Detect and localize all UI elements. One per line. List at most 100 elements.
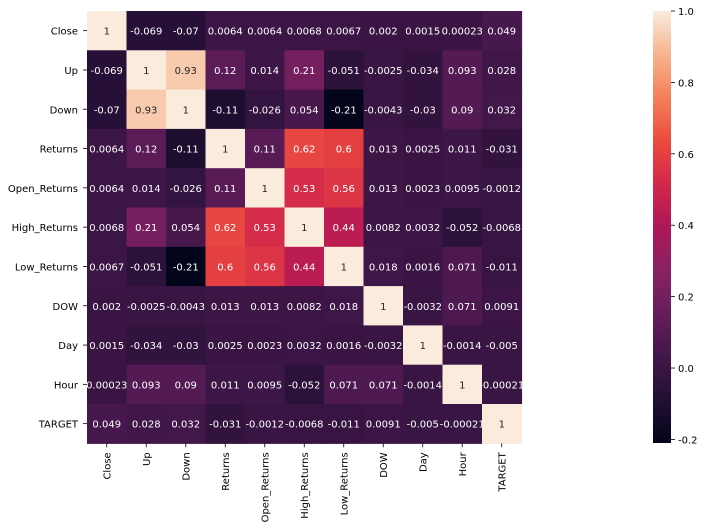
heatmap-cell bbox=[363, 89, 404, 130]
heatmap-cell bbox=[87, 128, 128, 169]
heatmap-cell bbox=[166, 246, 207, 287]
heatmap-cell bbox=[284, 11, 325, 51]
heatmap-cell bbox=[482, 168, 523, 209]
cell-value-label: -0.0043 bbox=[364, 105, 403, 116]
cell-value-label: 0.0095 bbox=[445, 184, 480, 195]
y-tick-label: Close bbox=[51, 27, 78, 38]
heatmap-cell bbox=[205, 89, 246, 130]
heatmap-cell bbox=[363, 286, 404, 326]
heatmap-cell bbox=[363, 207, 404, 248]
heatmap-cell bbox=[442, 404, 483, 444]
cell-value-label: 0.071 bbox=[448, 262, 477, 273]
cell-value-label: 0.62 bbox=[293, 145, 315, 156]
heatmap-cell bbox=[324, 89, 365, 130]
heatmap-cell bbox=[324, 246, 365, 287]
heatmap-cell bbox=[87, 364, 128, 405]
cell-value-label: 0.0064 bbox=[89, 145, 124, 156]
heatmap-cell bbox=[245, 11, 286, 51]
cell-value-label: 0.0067 bbox=[326, 27, 361, 38]
cell-value-label: -0.031 bbox=[209, 420, 241, 431]
cell-value-label: -0.031 bbox=[486, 145, 518, 156]
cell-value-label: 0.12 bbox=[135, 145, 157, 156]
heatmap-cell bbox=[126, 50, 167, 91]
cell-value-label: 0.0016 bbox=[405, 262, 440, 273]
cell-value-label: -0.069 bbox=[91, 66, 123, 77]
heatmap-cell bbox=[482, 286, 523, 326]
heatmap-cell bbox=[482, 50, 523, 91]
x-tick-label: Hour bbox=[458, 451, 469, 476]
cell-value-label: 1 bbox=[262, 184, 268, 195]
cell-value-label: 0.0032 bbox=[405, 223, 440, 234]
heatmap-cell bbox=[284, 168, 325, 209]
heatmap-cell bbox=[442, 207, 483, 248]
heatmap-cell bbox=[442, 364, 483, 405]
x-tick-label: Open_Returns bbox=[261, 452, 272, 522]
cell-value-label: 0.049 bbox=[487, 27, 516, 38]
y-tick-label: Hour bbox=[54, 380, 79, 391]
y-tick-label: Returns bbox=[40, 145, 78, 156]
heatmap-cell bbox=[166, 89, 207, 130]
cell-value-label: 0.049 bbox=[92, 420, 121, 431]
heatmap-cell bbox=[324, 207, 365, 248]
cell-value-label: 0.071 bbox=[448, 302, 477, 313]
colorbar-tick-label: 0.2 bbox=[678, 293, 694, 304]
heatmap-cell bbox=[245, 246, 286, 287]
cell-value-label: -0.005 bbox=[486, 341, 518, 352]
cell-value-label: 0.53 bbox=[254, 223, 276, 234]
colorbar-tick-label: -0.2 bbox=[678, 435, 698, 446]
cell-value-label: 1 bbox=[499, 420, 505, 431]
cell-value-label: 0.6 bbox=[336, 145, 352, 156]
heatmap-cell bbox=[205, 246, 246, 287]
heatmap-cell bbox=[166, 11, 207, 51]
cell-value-label: 0.00023 bbox=[86, 380, 127, 391]
x-tick-label: DOW bbox=[379, 452, 390, 478]
cell-value-label: -0.069 bbox=[130, 27, 162, 38]
heatmap-cell bbox=[403, 246, 444, 287]
heatmap-cell bbox=[482, 364, 523, 405]
cell-value-label: 1 bbox=[420, 341, 426, 352]
heatmap-cell bbox=[284, 50, 325, 91]
y-tick-label: Low_Returns bbox=[15, 262, 78, 273]
cell-value-label: -0.0014 bbox=[403, 380, 442, 391]
heatmap-cell bbox=[324, 325, 365, 366]
cell-value-label: 1 bbox=[104, 27, 110, 38]
cell-value-label: 0.032 bbox=[171, 420, 200, 431]
cell-value-label: 0.53 bbox=[293, 184, 315, 195]
cell-value-label: -0.0012 bbox=[482, 184, 521, 195]
cell-value-label: -0.034 bbox=[407, 66, 439, 77]
heatmap-cell bbox=[403, 128, 444, 169]
heatmap-cell bbox=[442, 89, 483, 130]
cell-value-label: -0.0032 bbox=[364, 341, 403, 352]
cell-value-label: 0.09 bbox=[175, 380, 197, 391]
heatmap-cell bbox=[363, 325, 404, 366]
cell-value-label: 0.0091 bbox=[366, 420, 401, 431]
cell-value-label: -0.07 bbox=[173, 27, 199, 38]
cell-value-label: -0.21 bbox=[173, 262, 199, 273]
cell-value-label: 0.0064 bbox=[247, 27, 282, 38]
heatmap-cell bbox=[324, 286, 365, 326]
cell-value-label: 0.028 bbox=[487, 66, 516, 77]
cell-value-label: 0.071 bbox=[369, 380, 398, 391]
heatmap-cell bbox=[166, 364, 207, 405]
heatmap-cell bbox=[324, 11, 365, 51]
cell-value-label: -0.0014 bbox=[443, 341, 482, 352]
cell-value-label: 0.44 bbox=[293, 262, 315, 273]
cell-value-label: -0.052 bbox=[446, 223, 478, 234]
heatmap-cell bbox=[87, 50, 128, 91]
heatmap-cell bbox=[403, 404, 444, 444]
heatmap-cell bbox=[324, 364, 365, 405]
heatmap-cell bbox=[403, 168, 444, 209]
colorbar-tick-label: 0.0 bbox=[678, 364, 694, 375]
y-tick-label: DOW bbox=[53, 302, 79, 313]
heatmap-cell bbox=[442, 11, 483, 51]
cell-value-label: -0.0025 bbox=[364, 66, 403, 77]
heatmap-cell bbox=[205, 404, 246, 444]
heatmap-cell bbox=[482, 207, 523, 248]
cell-value-label: 0.0025 bbox=[208, 341, 243, 352]
heatmap-cell bbox=[126, 207, 167, 248]
cell-value-label: -0.052 bbox=[288, 380, 320, 391]
cell-value-label: -0.11 bbox=[173, 145, 199, 156]
cell-value-label: 0.0064 bbox=[89, 184, 124, 195]
heatmap-cell bbox=[245, 168, 286, 209]
